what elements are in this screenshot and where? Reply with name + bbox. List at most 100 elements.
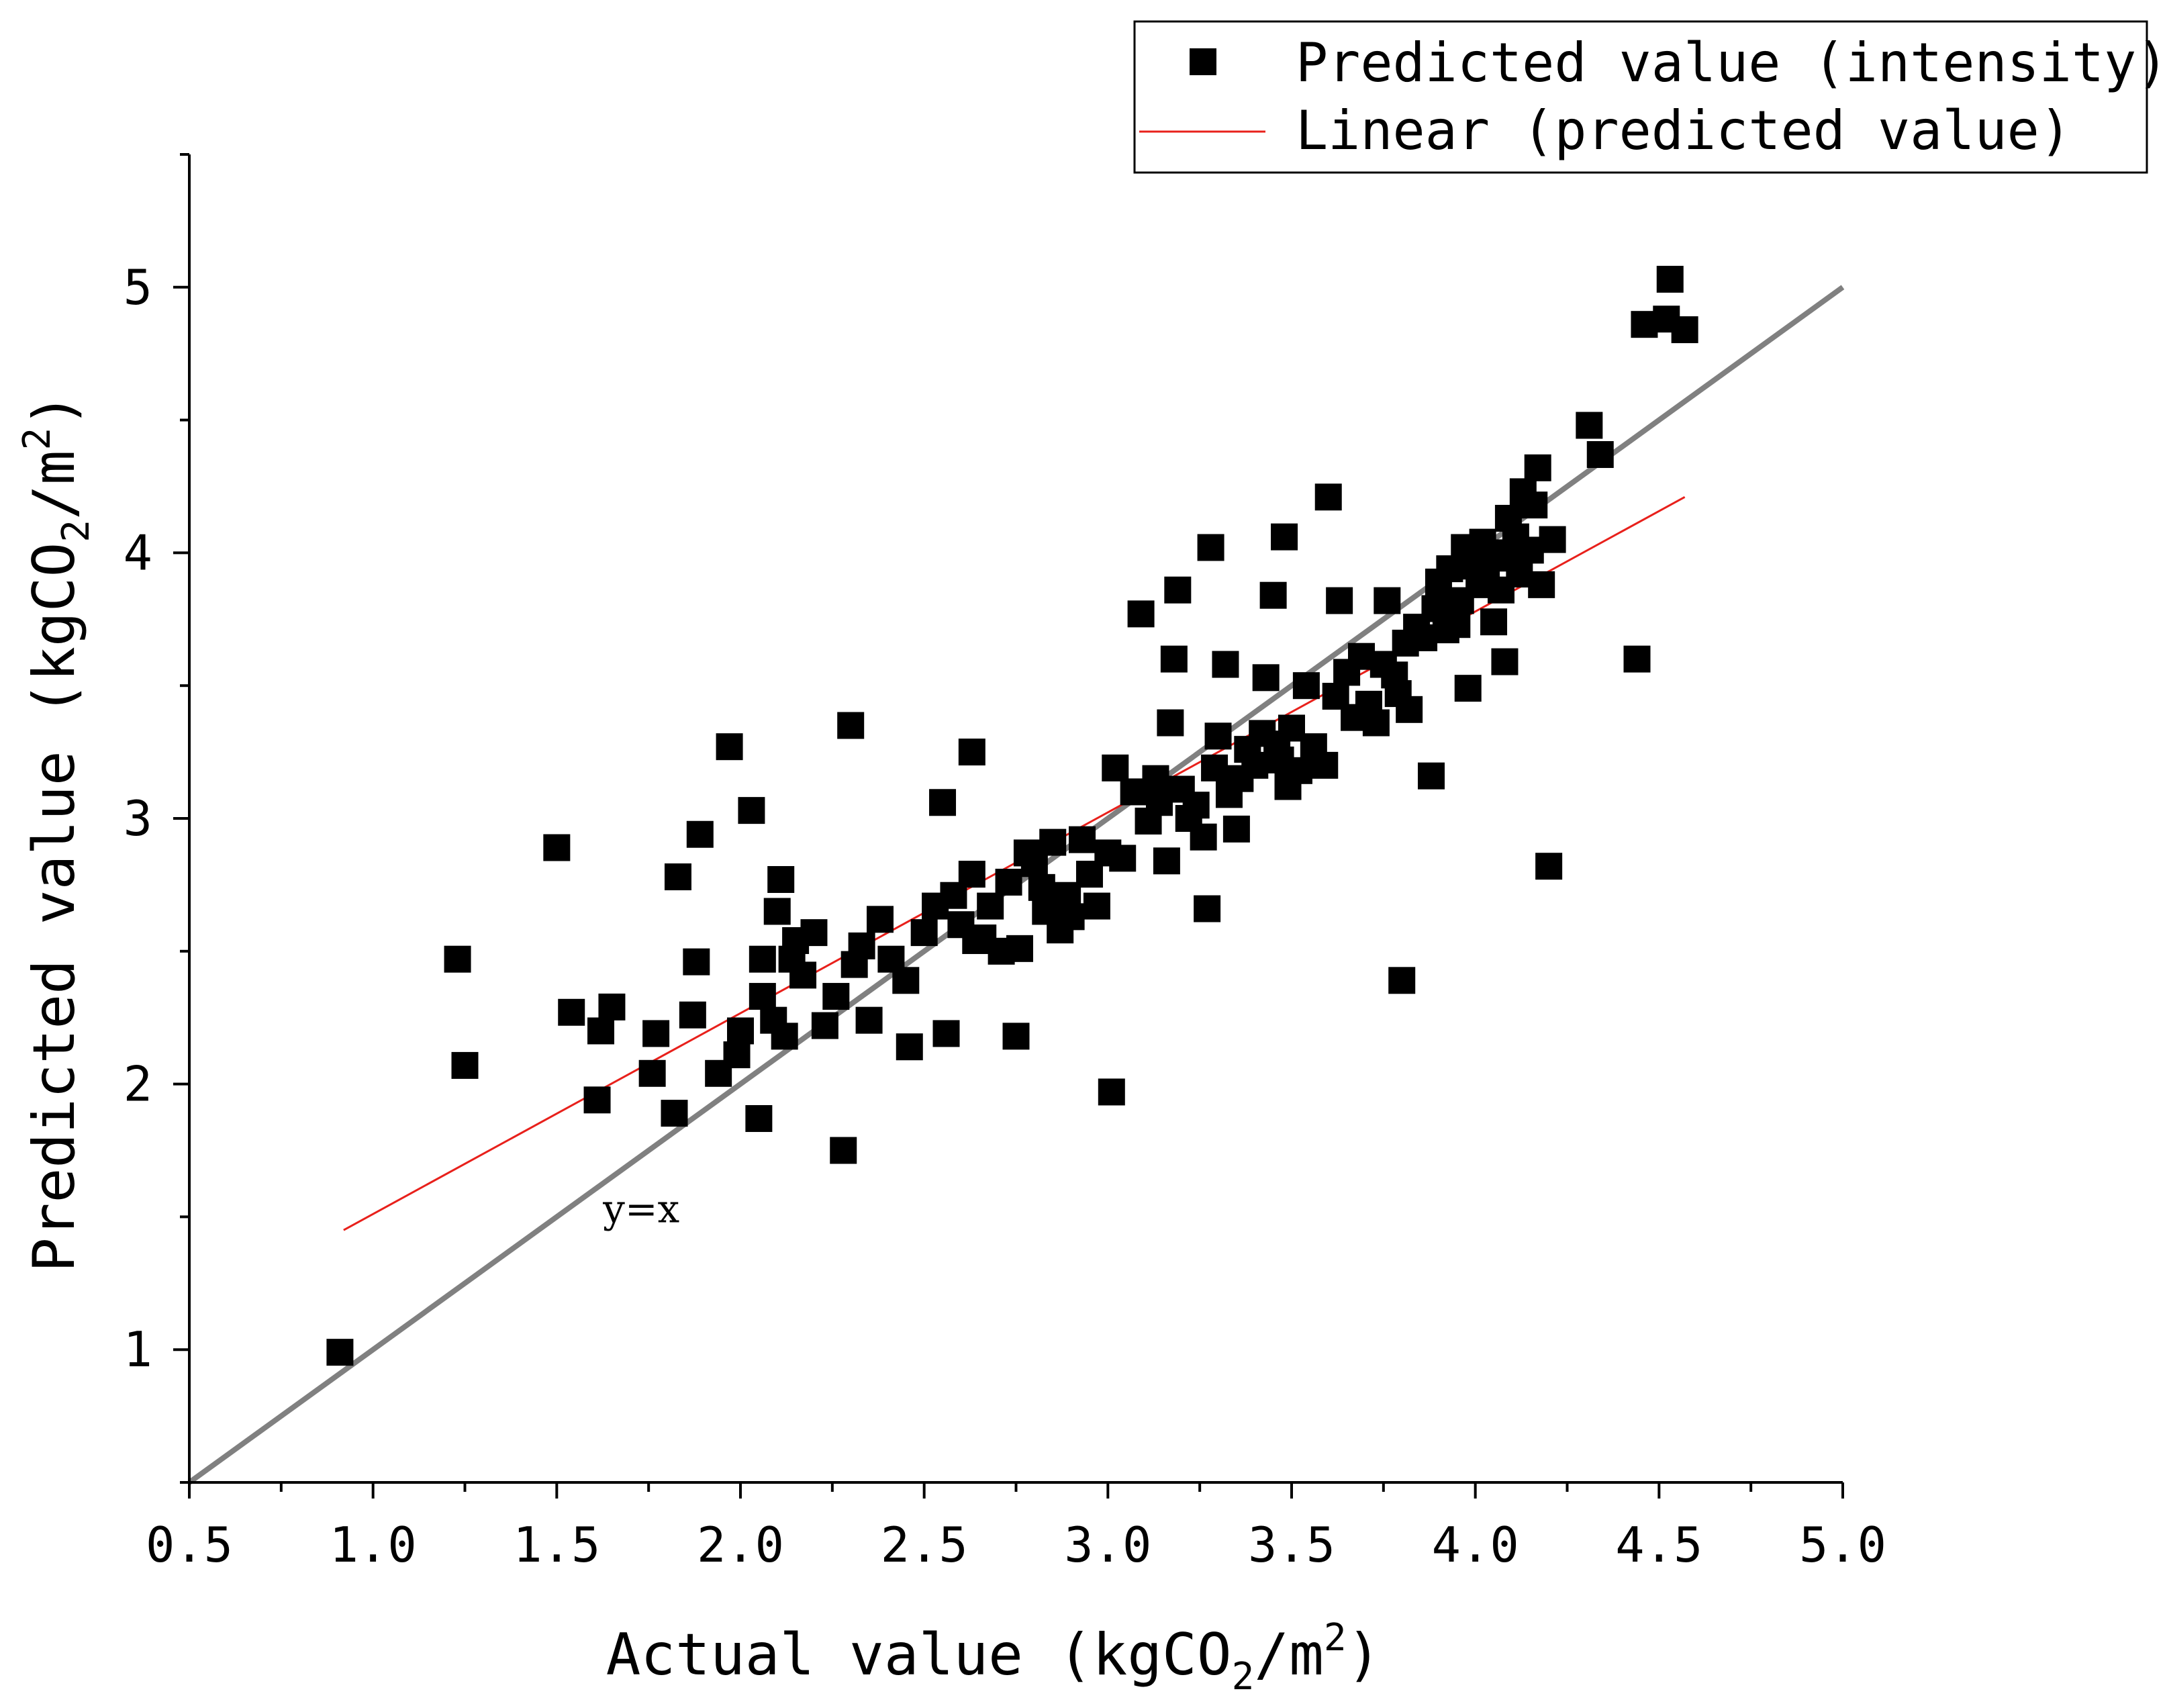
data-point: [789, 961, 817, 989]
data-point: [837, 712, 865, 739]
data-point: [1576, 412, 1603, 439]
y-tick-label: 4: [124, 524, 152, 581]
data-point: [830, 1137, 857, 1164]
y-tick-label: 5: [124, 259, 152, 316]
y-tick-label: 1: [124, 1321, 152, 1378]
data-point: [1539, 526, 1566, 553]
x-axis-title: Actual value (kgCO2/m2): [606, 1616, 1382, 1699]
x-tick-label: 3.0: [1064, 1517, 1151, 1573]
x-tick-label: 4.5: [1615, 1517, 1702, 1573]
data-point: [1271, 523, 1298, 551]
data-point: [444, 945, 471, 973]
data-point: [1142, 765, 1169, 792]
data-point: [855, 1006, 883, 1034]
annotation-y-equals-x: y=x: [602, 1186, 679, 1232]
data-point: [1157, 709, 1184, 737]
data-point: [896, 1033, 923, 1061]
data-point: [1311, 751, 1339, 779]
data-point: [326, 1339, 354, 1366]
data-point: [1190, 823, 1217, 851]
data-point: [1153, 847, 1180, 875]
data-point: [1127, 600, 1155, 628]
data-point: [892, 967, 920, 994]
data-point: [1182, 792, 1210, 819]
data-point: [1252, 664, 1280, 692]
data-point: [1454, 675, 1482, 702]
data-point: [910, 919, 938, 947]
data-point: [1039, 828, 1067, 856]
y-axis-title: Predicted value (kgCO2/m2): [15, 393, 98, 1272]
data-point: [822, 983, 850, 1010]
data-point: [638, 1059, 666, 1087]
data-point: [1326, 587, 1353, 614]
data-point: [1491, 648, 1519, 675]
data-point: [723, 1041, 751, 1069]
x-tick-label: 2.5: [881, 1517, 968, 1573]
data-point: [1528, 571, 1555, 598]
data-point: [866, 906, 894, 933]
data-point: [1197, 534, 1224, 561]
data-point: [767, 865, 795, 893]
data-point: [1374, 587, 1401, 614]
data-point: [1212, 651, 1239, 678]
data-point: [716, 733, 743, 761]
x-tick-label: 2.0: [697, 1517, 784, 1573]
data-point: [1388, 967, 1416, 994]
data-point: [1057, 903, 1085, 931]
data-point: [679, 1001, 706, 1029]
data-point: [1521, 491, 1548, 519]
data-point: [763, 898, 791, 925]
data-point: [745, 1105, 773, 1133]
data-point: [929, 789, 957, 816]
data-point: [811, 1012, 838, 1039]
data-point: [543, 834, 571, 861]
data-point: [1314, 483, 1342, 511]
data-point: [749, 983, 776, 1010]
data-point: [749, 945, 776, 973]
data-point: [1028, 873, 1055, 901]
legend-box: [1133, 20, 2148, 174]
x-tick-label: 0.5: [146, 1517, 233, 1573]
x-tick-label: 1.0: [330, 1517, 417, 1573]
data-point: [1102, 754, 1129, 781]
x-tick-label: 4.0: [1432, 1517, 1519, 1573]
data-point: [1623, 645, 1651, 673]
data-point: [1194, 895, 1221, 922]
data-point: [977, 892, 1004, 920]
data-point: [1362, 709, 1390, 737]
data-point: [1417, 762, 1445, 790]
data-point: [1586, 441, 1614, 469]
data-point: [683, 948, 710, 976]
data-point: [1656, 265, 1684, 293]
data-point: [848, 932, 875, 959]
data-point: [1201, 754, 1229, 781]
y-tick-label: 3: [124, 790, 152, 847]
data-point: [800, 919, 828, 947]
legend: Predicted value (intensity) Linear (pred…: [1133, 20, 2165, 174]
x-tick-label: 3.5: [1248, 1517, 1335, 1573]
data-point: [1259, 581, 1287, 609]
data-point: [1222, 815, 1250, 843]
data-point: [1006, 935, 1033, 962]
legend-label-predicted: Predicted value (intensity): [1296, 32, 2165, 94]
data-point: [1524, 454, 1551, 481]
data-point: [686, 820, 714, 848]
data-point: [958, 739, 985, 766]
data-point: [932, 1020, 960, 1047]
data-point: [1535, 853, 1563, 880]
data-point: [451, 1051, 479, 1079]
data-point: [598, 993, 626, 1021]
axes: [188, 154, 1843, 1484]
y-tick-label: 2: [124, 1056, 152, 1112]
data-point: [1083, 892, 1110, 920]
data-point: [1160, 645, 1188, 673]
data-point: [1098, 1078, 1125, 1106]
data-point: [661, 1100, 688, 1127]
data-point: [1396, 696, 1423, 723]
data-point: [1109, 845, 1137, 872]
data-point: [558, 998, 585, 1026]
data-point: [771, 1023, 798, 1050]
y-axis-ticks: 1 2 3 4 5: [124, 153, 189, 1484]
data-point: [1002, 1023, 1030, 1050]
